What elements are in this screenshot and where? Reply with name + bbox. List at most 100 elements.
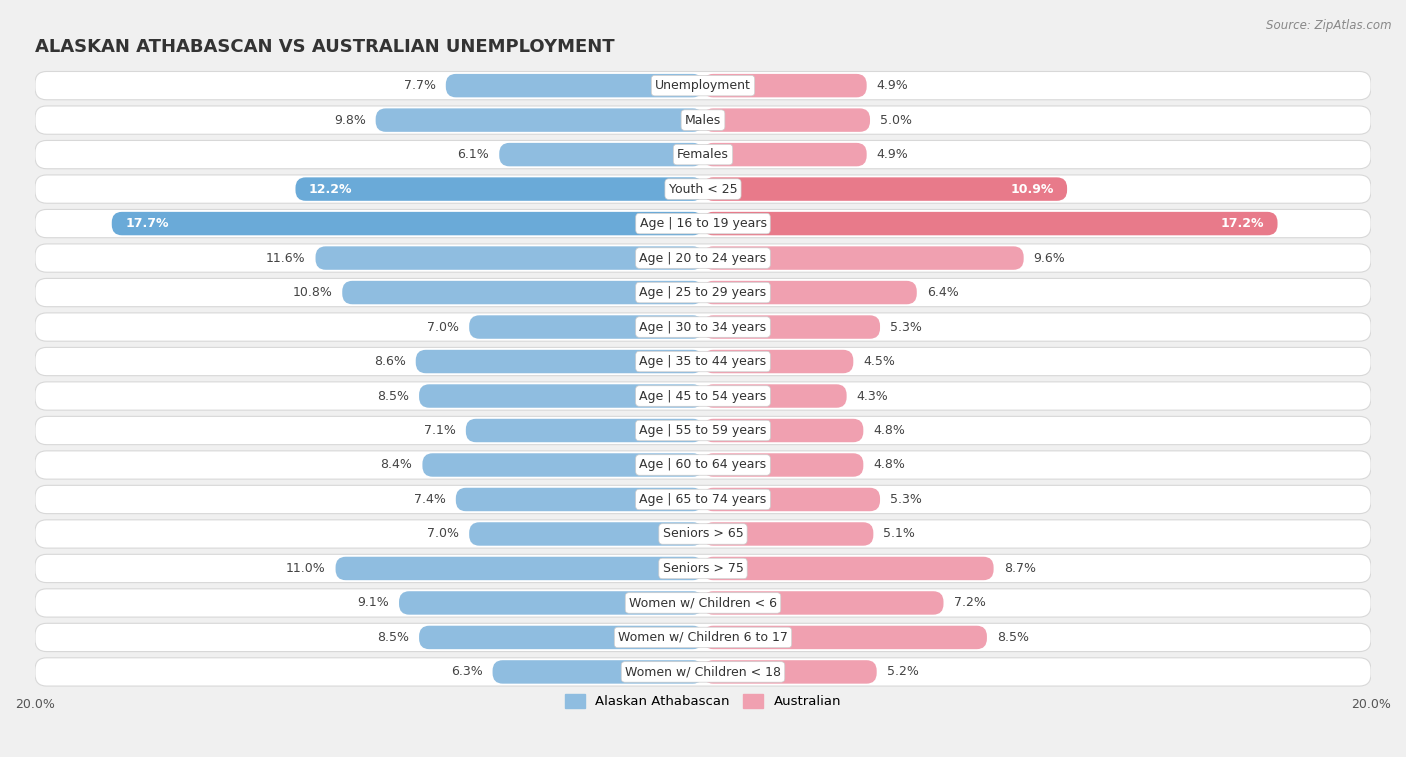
FancyBboxPatch shape: [470, 316, 703, 339]
FancyBboxPatch shape: [703, 385, 846, 408]
FancyBboxPatch shape: [35, 71, 1371, 100]
FancyBboxPatch shape: [336, 556, 703, 580]
Text: 4.9%: 4.9%: [877, 79, 908, 92]
FancyBboxPatch shape: [35, 382, 1371, 410]
FancyBboxPatch shape: [703, 177, 1067, 201]
FancyBboxPatch shape: [703, 74, 866, 98]
FancyBboxPatch shape: [35, 313, 1371, 341]
Text: 9.1%: 9.1%: [357, 597, 389, 609]
Text: Unemployment: Unemployment: [655, 79, 751, 92]
Text: 7.2%: 7.2%: [953, 597, 986, 609]
Text: 10.9%: 10.9%: [1011, 182, 1053, 195]
Text: 4.3%: 4.3%: [856, 390, 889, 403]
FancyBboxPatch shape: [399, 591, 703, 615]
FancyBboxPatch shape: [422, 453, 703, 477]
FancyBboxPatch shape: [35, 589, 1371, 617]
FancyBboxPatch shape: [703, 660, 877, 684]
Text: 4.9%: 4.9%: [877, 148, 908, 161]
Text: 6.4%: 6.4%: [927, 286, 959, 299]
Text: 6.1%: 6.1%: [457, 148, 489, 161]
Text: 4.5%: 4.5%: [863, 355, 896, 368]
FancyBboxPatch shape: [35, 416, 1371, 444]
FancyBboxPatch shape: [703, 143, 866, 167]
Text: ALASKAN ATHABASCAN VS AUSTRALIAN UNEMPLOYMENT: ALASKAN ATHABASCAN VS AUSTRALIAN UNEMPLO…: [35, 38, 614, 56]
Text: Age | 35 to 44 years: Age | 35 to 44 years: [640, 355, 766, 368]
FancyBboxPatch shape: [703, 350, 853, 373]
FancyBboxPatch shape: [35, 623, 1371, 652]
Text: 5.2%: 5.2%: [887, 665, 918, 678]
Text: 11.6%: 11.6%: [266, 251, 305, 264]
Text: 5.3%: 5.3%: [890, 320, 922, 334]
FancyBboxPatch shape: [465, 419, 703, 442]
Text: 7.1%: 7.1%: [425, 424, 456, 437]
Text: 8.5%: 8.5%: [377, 390, 409, 403]
Text: Age | 20 to 24 years: Age | 20 to 24 years: [640, 251, 766, 264]
Text: 12.2%: 12.2%: [309, 182, 353, 195]
FancyBboxPatch shape: [703, 316, 880, 339]
Text: 8.5%: 8.5%: [997, 631, 1029, 644]
FancyBboxPatch shape: [470, 522, 703, 546]
Text: 4.8%: 4.8%: [873, 459, 905, 472]
Text: 10.8%: 10.8%: [292, 286, 332, 299]
FancyBboxPatch shape: [419, 385, 703, 408]
Text: Females: Females: [678, 148, 728, 161]
Text: Age | 30 to 34 years: Age | 30 to 34 years: [640, 320, 766, 334]
Text: 8.6%: 8.6%: [374, 355, 406, 368]
Text: Source: ZipAtlas.com: Source: ZipAtlas.com: [1267, 19, 1392, 32]
FancyBboxPatch shape: [703, 488, 880, 511]
FancyBboxPatch shape: [703, 522, 873, 546]
Text: 5.1%: 5.1%: [883, 528, 915, 540]
Text: Women w/ Children < 6: Women w/ Children < 6: [628, 597, 778, 609]
FancyBboxPatch shape: [35, 451, 1371, 479]
Text: Age | 45 to 54 years: Age | 45 to 54 years: [640, 390, 766, 403]
Text: Seniors > 75: Seniors > 75: [662, 562, 744, 575]
Text: 4.8%: 4.8%: [873, 424, 905, 437]
FancyBboxPatch shape: [703, 281, 917, 304]
FancyBboxPatch shape: [35, 347, 1371, 375]
Legend: Alaskan Athabascan, Australian: Alaskan Athabascan, Australian: [560, 689, 846, 714]
FancyBboxPatch shape: [456, 488, 703, 511]
Text: 11.0%: 11.0%: [285, 562, 326, 575]
Text: 7.7%: 7.7%: [404, 79, 436, 92]
FancyBboxPatch shape: [446, 74, 703, 98]
Text: 7.0%: 7.0%: [427, 528, 460, 540]
FancyBboxPatch shape: [703, 246, 1024, 269]
FancyBboxPatch shape: [703, 108, 870, 132]
FancyBboxPatch shape: [315, 246, 703, 269]
FancyBboxPatch shape: [703, 556, 994, 580]
Text: Age | 60 to 64 years: Age | 60 to 64 years: [640, 459, 766, 472]
Text: 9.8%: 9.8%: [333, 114, 366, 126]
FancyBboxPatch shape: [35, 279, 1371, 307]
Text: Seniors > 65: Seniors > 65: [662, 528, 744, 540]
FancyBboxPatch shape: [342, 281, 703, 304]
Text: Age | 25 to 29 years: Age | 25 to 29 years: [640, 286, 766, 299]
Text: Age | 55 to 59 years: Age | 55 to 59 years: [640, 424, 766, 437]
Text: 8.7%: 8.7%: [1004, 562, 1036, 575]
Text: 8.5%: 8.5%: [377, 631, 409, 644]
Text: Women w/ Children < 18: Women w/ Children < 18: [626, 665, 780, 678]
Text: 7.4%: 7.4%: [413, 493, 446, 506]
FancyBboxPatch shape: [492, 660, 703, 684]
FancyBboxPatch shape: [35, 244, 1371, 273]
FancyBboxPatch shape: [416, 350, 703, 373]
FancyBboxPatch shape: [295, 177, 703, 201]
Text: 6.3%: 6.3%: [451, 665, 482, 678]
Text: 17.7%: 17.7%: [125, 217, 169, 230]
FancyBboxPatch shape: [703, 212, 1278, 235]
Text: Women w/ Children 6 to 17: Women w/ Children 6 to 17: [619, 631, 787, 644]
FancyBboxPatch shape: [111, 212, 703, 235]
Text: Age | 65 to 74 years: Age | 65 to 74 years: [640, 493, 766, 506]
FancyBboxPatch shape: [419, 626, 703, 650]
FancyBboxPatch shape: [35, 175, 1371, 203]
Text: 9.6%: 9.6%: [1033, 251, 1066, 264]
FancyBboxPatch shape: [375, 108, 703, 132]
FancyBboxPatch shape: [703, 453, 863, 477]
FancyBboxPatch shape: [35, 210, 1371, 238]
FancyBboxPatch shape: [35, 141, 1371, 169]
FancyBboxPatch shape: [35, 658, 1371, 686]
FancyBboxPatch shape: [35, 106, 1371, 134]
Text: 5.0%: 5.0%: [880, 114, 912, 126]
FancyBboxPatch shape: [703, 591, 943, 615]
Text: Males: Males: [685, 114, 721, 126]
FancyBboxPatch shape: [35, 520, 1371, 548]
